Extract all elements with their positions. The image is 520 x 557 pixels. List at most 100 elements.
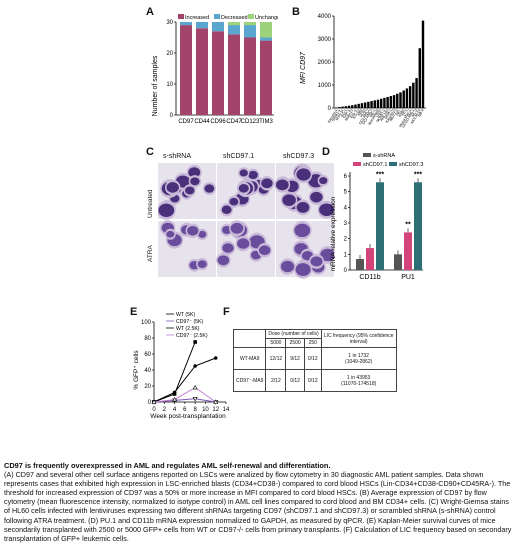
chart-d-bar	[414, 182, 422, 270]
chart-e-ytick-label: 20	[144, 384, 151, 390]
chart-a-bar	[180, 22, 192, 26]
chart-d-ytick-label: 6	[344, 174, 348, 180]
chart-b-bar	[367, 101, 370, 108]
chart-b-xtick-label: Kasumi-3	[385, 109, 396, 124]
chart-a-xtick-label: TIM3	[259, 119, 273, 125]
cell-nucleus	[261, 178, 273, 189]
chart-d-ylabel: mRNA relative expression	[330, 196, 337, 271]
chart-a-legend-label: Unchanged	[255, 15, 278, 21]
chart-a-bar	[260, 37, 272, 41]
panel-letter-f: F	[223, 306, 230, 318]
cell-nucleus	[319, 177, 328, 185]
chart-b-xtick-label: THP-1	[342, 109, 351, 120]
chart-b-ytick-label: 1000	[318, 83, 332, 89]
cell-nucleus	[187, 226, 199, 236]
micro-row-label-atra: ATRA	[147, 245, 154, 262]
cell-nucleus	[230, 222, 244, 234]
chart-d-legend-swatch	[353, 162, 361, 166]
chart-e-ytick-label: 0	[148, 400, 152, 406]
chart-b-xtick-label: Molm13	[344, 109, 354, 122]
lic-row-label-wt: WT-MA9	[232, 347, 267, 370]
chart-a-ytick-label: 10	[166, 82, 173, 88]
chart-a-legend-label: Increased	[185, 15, 209, 21]
cell-nucleus	[221, 205, 232, 214]
cell-nucleus	[296, 201, 310, 213]
chart-b-bar	[373, 100, 376, 108]
chart-a-bar	[260, 40, 272, 115]
chart-a-ytick-label: 0	[170, 113, 174, 119]
chart-d-ytick-label: 1	[344, 252, 348, 258]
panel-letter-b: B	[292, 6, 300, 18]
cell-nucleus	[237, 238, 250, 249]
chart-d-ytick-label: 3	[344, 221, 348, 227]
chart-b-bar	[408, 86, 412, 108]
chart-b: MFI CD97 0 1000 2000 3000 4000 Kasumi-1SKNO-…	[300, 14, 426, 128]
chart-b-xtick-label: OCI-AML2	[358, 109, 370, 126]
chart-b-xtick-label: Kasumi-1	[327, 109, 338, 124]
chart-b-ytick-label: 4000	[318, 14, 332, 20]
chart-d-bar	[376, 182, 384, 270]
chart-d-significance: **	[405, 221, 411, 228]
chart-e-legend-label: WT (5K)	[176, 312, 195, 318]
lic-cell: 12/12	[265, 347, 287, 370]
chart-d-bar	[356, 259, 364, 270]
chart-e-xtick-label: 2	[163, 407, 167, 413]
chart-a-legend-label: Decreased	[221, 15, 248, 21]
chart-b-xtick-label: K562	[398, 109, 406, 118]
cell-nucleus	[295, 263, 311, 276]
cell-nucleus	[229, 197, 239, 206]
chart-b-bar	[402, 90, 405, 108]
cell-nucleus	[310, 191, 323, 203]
lic-header-frequency: LIC frequency (95% confidence interval)	[320, 329, 397, 348]
chart-b-ylabel: MFI CD97	[300, 51, 307, 84]
chart-a-xtick-label: CD97	[178, 119, 194, 125]
chart-d-ytick-label: 2	[344, 237, 348, 243]
cell-nucleus	[238, 184, 249, 193]
chart-e-point	[151, 399, 157, 404]
cell-nucleus	[185, 186, 195, 195]
chart-e-xlabel: Week post-transplantation	[150, 413, 226, 420]
chart-b-xtick-label: MUTZ-3	[389, 109, 399, 122]
chart-b-xtick-label: EoL-1	[349, 109, 357, 119]
chart-a-bar	[244, 37, 256, 115]
chart-a-bar	[196, 28, 208, 116]
chart-a-axes	[175, 22, 274, 116]
chart-b-xtick-label: NB4	[357, 109, 364, 117]
micro-col-label-2: shCD97.1	[223, 153, 255, 160]
cell-nucleus	[319, 203, 334, 217]
chart-d-legend-label: shCD97.1	[363, 162, 387, 168]
lic-corner-cell	[232, 329, 267, 348]
chart-a-bar	[260, 22, 272, 38]
chart-e: % GFP⁺ cells Week post-transplantation 0…	[133, 312, 230, 420]
chart-d-xtick-label: CD11b	[359, 274, 380, 281]
panel-letter-c: C	[146, 146, 154, 158]
lic-cell: 0/12	[303, 369, 322, 392]
lic-dose-5000: 5000	[265, 338, 287, 348]
chart-a-xtick-label: CD123	[241, 119, 260, 125]
chart-a-ytick-label: 20	[166, 51, 173, 57]
chart-e-series-line	[153, 357, 216, 403]
chart-e-xtick-label: 4	[173, 407, 177, 413]
chart-a-bar	[228, 25, 240, 35]
cell-nucleus	[280, 260, 295, 273]
chart-b-bar	[341, 106, 344, 108]
chart-b-xtick-label: KG-1	[340, 109, 348, 118]
chart-a-bar	[228, 34, 240, 115]
cell-nucleus	[310, 256, 323, 267]
chart-b-xtick-label: MOLM-14	[410, 109, 421, 125]
chart-b-xtick-label: OCI-AML3	[361, 109, 373, 126]
chart-b-bar	[370, 101, 373, 108]
cell-nucleus	[158, 203, 175, 218]
chart-b-ytick-label: 3000	[318, 37, 332, 43]
chart-a-bar	[212, 31, 224, 115]
chart-b-bar	[338, 107, 341, 108]
cell-nucleus	[217, 255, 230, 266]
lic-header-dose: Dose (number of cells)	[265, 329, 322, 339]
lic-frequency-wt: 1 in 1732 (1049-2862)	[320, 347, 397, 370]
chart-b-xtick-label: SKNO-1	[331, 109, 341, 123]
chart-e-point	[172, 396, 178, 402]
chart-e-series-line	[153, 398, 216, 403]
cell-nucleus	[275, 179, 289, 191]
chart-b-bar	[354, 104, 357, 108]
chart-a-legend-swatch	[214, 14, 220, 19]
